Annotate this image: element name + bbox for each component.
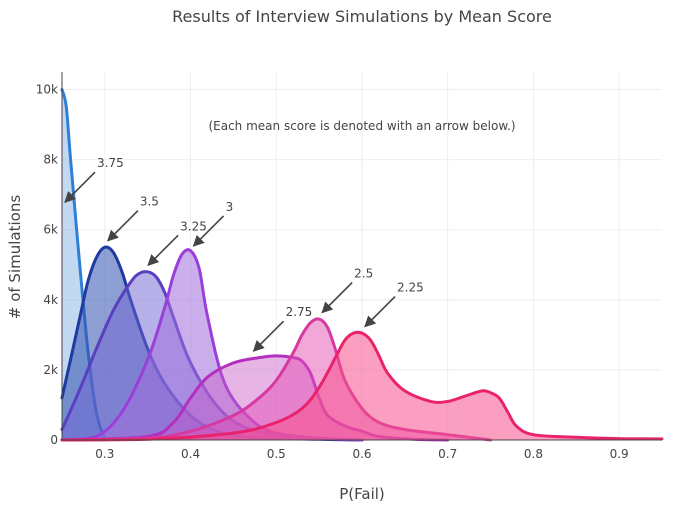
annotations: 3.75 3.5 3.25 3 2.75 2.5 2.25: [64, 156, 424, 352]
annotation-label: 3.75: [97, 156, 124, 170]
annotation-label: 2.75: [286, 305, 313, 319]
y-tick-label: 8k: [43, 153, 58, 167]
annotation-3: 3: [192, 200, 234, 247]
x-tick-label: 0.7: [438, 447, 457, 461]
x-tick-label: 0.8: [524, 447, 543, 461]
chart-title: Results of Interview Simulations by Mean…: [172, 7, 552, 26]
x-tick-label: 0.9: [610, 447, 629, 461]
series-line: [60, 330, 664, 442]
series-layer: [60, 88, 664, 442]
x-tick-label: 0.3: [95, 447, 114, 461]
x-tick-label: 0.5: [267, 447, 286, 461]
annotation-arrow: [64, 171, 96, 203]
y-axis-title: # of Simulations: [6, 195, 24, 319]
annotation-label: 3: [226, 200, 234, 214]
annotation-2-25: 2.25: [364, 281, 424, 328]
series-area: [62, 355, 448, 440]
annotation-arrow: [364, 296, 396, 328]
annotation-3-25: 3.25: [147, 219, 207, 267]
series-2-25: [60, 330, 664, 442]
y-tick-label: 0: [50, 433, 58, 447]
annotation-label: 2.25: [397, 281, 424, 295]
x-tick-label: 0.6: [352, 447, 371, 461]
x-tick-label: 0.4: [181, 447, 200, 461]
annotation-2-75: 2.75: [252, 305, 313, 352]
annotation-arrow: [321, 282, 353, 314]
annotation-arrow: [147, 234, 179, 267]
arrow-note: (Each mean score is denoted with an arro…: [208, 119, 515, 133]
y-tick-label: 10k: [36, 83, 58, 97]
annotation-arrow: [107, 210, 139, 242]
x-axis-title: P(Fail): [339, 485, 385, 503]
annotation-2-5: 2.5: [321, 267, 373, 314]
axes: 0.3 0.4 0.5 0.6 0.7 0.8 0.9 0 2k 4k 6k 8k 10k: [36, 72, 662, 461]
annotation-label: 3.5: [140, 195, 159, 209]
series-area: [62, 318, 491, 440]
series-area: [62, 332, 662, 440]
annotation-3-75: 3.75: [64, 156, 124, 203]
annotation-arrow: [192, 215, 225, 247]
annotation-arrow: [252, 320, 285, 352]
series-area: [62, 249, 362, 440]
y-tick-label: 2k: [43, 363, 58, 377]
y-tick-label: 6k: [43, 223, 58, 237]
y-tick-label: 4k: [43, 293, 58, 307]
annotation-3-5: 3.5: [107, 195, 159, 242]
annotation-label: 3.25: [180, 219, 207, 233]
gridlines: [62, 72, 662, 440]
annotation-label: 2.5: [354, 267, 373, 281]
